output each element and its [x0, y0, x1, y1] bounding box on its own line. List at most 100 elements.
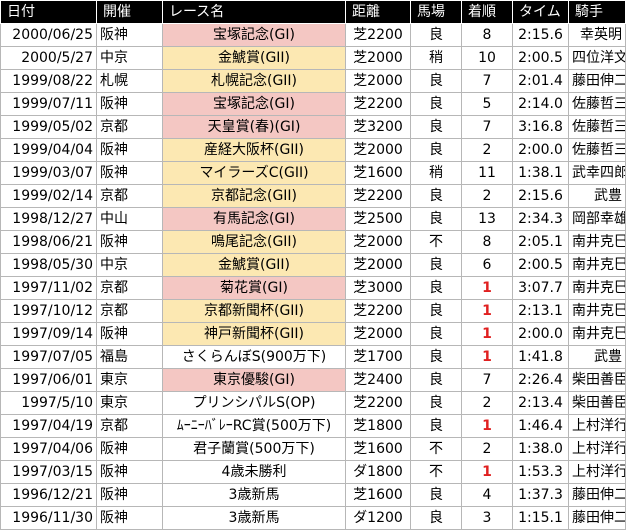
table-body: 2000/06/25 阪神 宝塚記念(GI) 芝2200 良 8 2:15.6 幸英明 2000…: [0, 23, 626, 530]
cell-distance: 芝2200: [345, 391, 411, 415]
cell-venue: 東京: [96, 368, 163, 392]
cell-venue: 阪神: [96, 138, 163, 162]
cell-race: 3歳新馬: [162, 506, 346, 530]
cell-date: 1999/05/02: [0, 115, 97, 139]
cell-jockey: 藤田伸二: [568, 69, 626, 93]
table-row: 1998/12/27 中山 有馬記念(GI) 芝2500 良 13 2:34.3 岡部幸雄: [0, 207, 626, 231]
cell-race: 有馬記念(GI): [162, 207, 346, 231]
cell-date: 1999/07/11: [0, 92, 97, 116]
header-position: 着順: [461, 0, 513, 24]
cell-date: 2000/06/25: [0, 23, 97, 47]
cell-distance: ダ1800: [345, 460, 411, 484]
cell-race: ﾑｰﾆｰﾊﾞﾚｰRC賞(500万下): [162, 414, 346, 438]
table-row: 1997/10/12 京都 京都新聞杯(GII) 芝2200 良 1 2:13.1 南井克巳: [0, 299, 626, 323]
table-row: 1997/04/19 京都 ﾑｰﾆｰﾊﾞﾚｰRC賞(500万下) 芝1800 良 1 1:4…: [0, 414, 626, 438]
cell-venue: 京都: [96, 184, 163, 208]
cell-track: 不: [410, 460, 462, 484]
cell-race: 菊花賞(GI): [162, 276, 346, 300]
cell-position: 1: [461, 460, 513, 484]
cell-time: 2:26.4: [512, 368, 569, 392]
table-row: 1999/03/07 阪神 マイラーズC(GII) 芝1600 稍 11 1:38.1 武幸四…: [0, 161, 626, 185]
cell-time: 2:00.0: [512, 138, 569, 162]
cell-position: 2: [461, 391, 513, 415]
cell-time: 2:00.0: [512, 322, 569, 346]
cell-date: 1999/03/07: [0, 161, 97, 185]
cell-position: 7: [461, 115, 513, 139]
table-row: 1999/02/14 京都 京都記念(GII) 芝2200 良 2 2:15.6 武豊: [0, 184, 626, 208]
cell-venue: 札幌: [96, 69, 163, 93]
cell-position: 6: [461, 253, 513, 277]
cell-race: 札幌記念(GII): [162, 69, 346, 93]
table-row: 1997/06/01 東京 東京優駿(GI) 芝2400 良 7 2:26.4 柴田善臣: [0, 368, 626, 392]
cell-position: 8: [461, 230, 513, 254]
cell-date: 1997/09/14: [0, 322, 97, 346]
cell-race: 東京優駿(GI): [162, 368, 346, 392]
cell-date: 1999/02/14: [0, 184, 97, 208]
cell-distance: 芝1700: [345, 345, 411, 369]
cell-time: 2:05.1: [512, 230, 569, 254]
cell-distance: 芝2000: [345, 46, 411, 70]
cell-venue: 東京: [96, 391, 163, 415]
cell-race: 京都新聞杯(GII): [162, 299, 346, 323]
cell-time: 2:14.0: [512, 92, 569, 116]
cell-distance: 芝1600: [345, 437, 411, 461]
cell-venue: 中京: [96, 46, 163, 70]
cell-position: 7: [461, 368, 513, 392]
cell-race: 産経大阪杯(GII): [162, 138, 346, 162]
cell-race: 鳴尾記念(GII): [162, 230, 346, 254]
cell-distance: 芝2500: [345, 207, 411, 231]
cell-track: 良: [410, 69, 462, 93]
cell-track: 稍: [410, 46, 462, 70]
cell-track: 良: [410, 253, 462, 277]
cell-track: 良: [410, 138, 462, 162]
cell-race: 宝塚記念(GI): [162, 92, 346, 116]
cell-position: 2: [461, 437, 513, 461]
cell-date: 1997/10/12: [0, 299, 97, 323]
cell-jockey: 上村洋行: [568, 460, 626, 484]
cell-time: 2:13.4: [512, 391, 569, 415]
cell-position: 1: [461, 345, 513, 369]
cell-venue: 中京: [96, 253, 163, 277]
cell-venue: 京都: [96, 115, 163, 139]
table-row: 2000/06/25 阪神 宝塚記念(GI) 芝2200 良 8 2:15.6 幸英明: [0, 23, 626, 47]
cell-track: 良: [410, 391, 462, 415]
cell-venue: 京都: [96, 299, 163, 323]
cell-date: 1998/06/21: [0, 230, 97, 254]
cell-track: 良: [410, 92, 462, 116]
cell-track: 良: [410, 506, 462, 530]
cell-position: 13: [461, 207, 513, 231]
cell-time: 1:38.1: [512, 161, 569, 185]
cell-distance: 芝2000: [345, 253, 411, 277]
cell-venue: 阪神: [96, 460, 163, 484]
cell-race: 宝塚記念(GI): [162, 23, 346, 47]
cell-venue: 阪神: [96, 506, 163, 530]
cell-jockey: 佐藤哲三: [568, 138, 626, 162]
cell-date: 1997/04/19: [0, 414, 97, 438]
cell-distance: 芝2200: [345, 184, 411, 208]
cell-distance: 芝2000: [345, 230, 411, 254]
cell-time: 1:37.3: [512, 483, 569, 507]
cell-position: 1: [461, 414, 513, 438]
cell-position: 10: [461, 46, 513, 70]
cell-track: 良: [410, 322, 462, 346]
cell-date: 1996/11/30: [0, 506, 97, 530]
table-row: 1997/07/05 福島 さくらんぼS(900万下) 芝1700 良 1 1:41.8 武豊: [0, 345, 626, 369]
table-row: 1997/5/10 東京 プリンシパルS(OP) 芝2200 良 2 2:13.4 柴田善臣: [0, 391, 626, 415]
header-track: 馬場: [410, 0, 462, 24]
cell-time: 2:15.6: [512, 23, 569, 47]
table-row: 1996/11/30 阪神 3歳新馬 ダ1200 良 3 1:15.1 藤田伸二: [0, 506, 626, 530]
cell-jockey: 柴田善臣: [568, 391, 626, 415]
cell-position: 7: [461, 69, 513, 93]
cell-date: 1999/04/04: [0, 138, 97, 162]
cell-time: 1:46.4: [512, 414, 569, 438]
cell-time: 3:07.7: [512, 276, 569, 300]
cell-time: 1:15.1: [512, 506, 569, 530]
cell-date: 1997/11/02: [0, 276, 97, 300]
cell-date: 1997/03/15: [0, 460, 97, 484]
cell-distance: ダ1200: [345, 506, 411, 530]
cell-jockey: 藤田伸二: [568, 483, 626, 507]
cell-jockey: 佐藤哲三: [568, 115, 626, 139]
cell-jockey: 上村洋行: [568, 437, 626, 461]
cell-track: 良: [410, 483, 462, 507]
